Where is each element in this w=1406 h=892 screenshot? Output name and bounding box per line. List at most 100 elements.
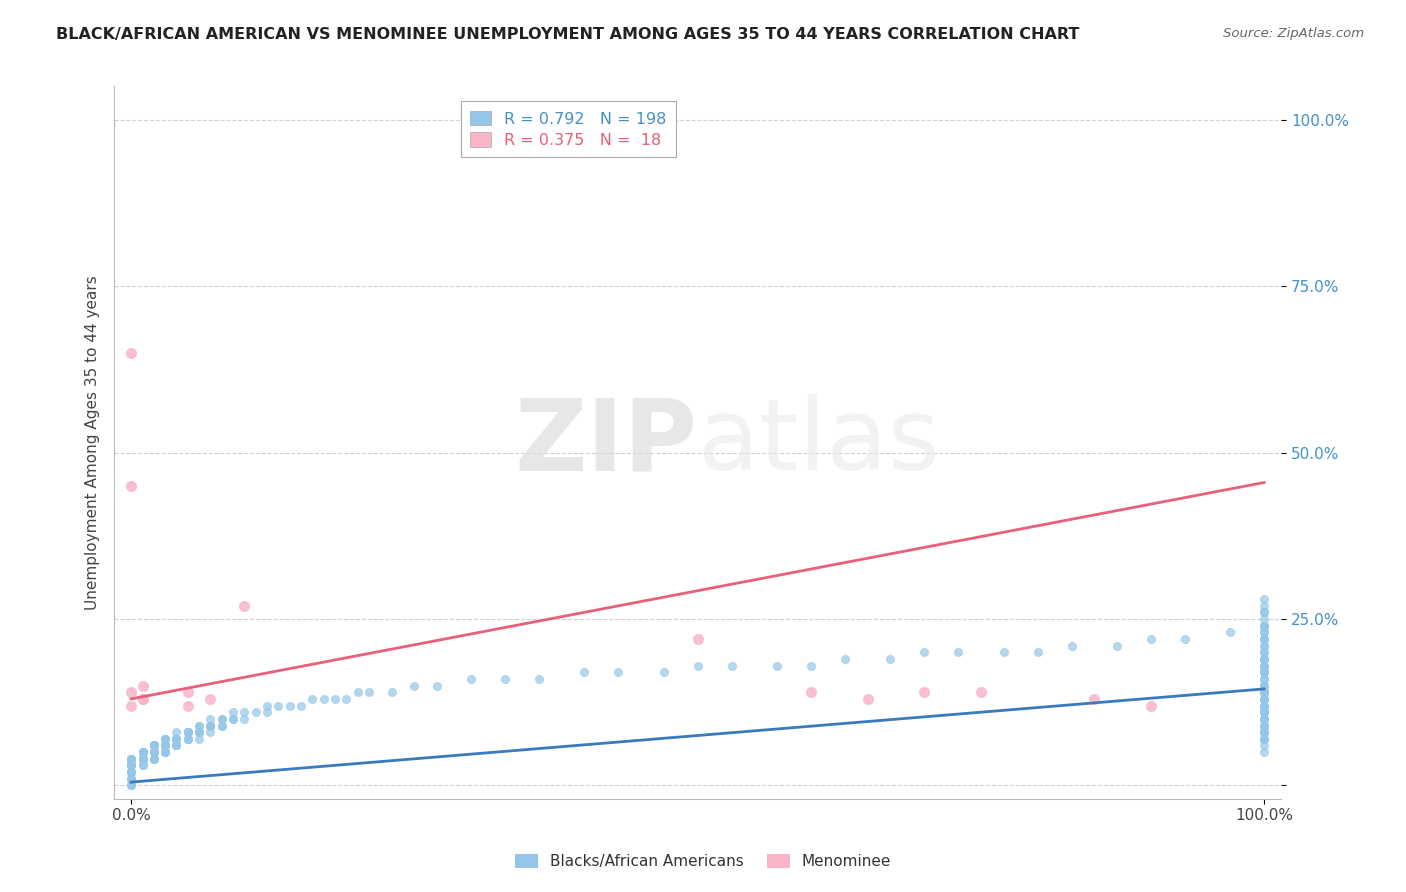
Point: [1253, 705, 1275, 719]
Point: [120, 779, 142, 793]
Point: [120, 765, 142, 780]
Point: [120, 765, 142, 780]
Point: [404, 679, 426, 693]
Point: [1253, 599, 1275, 613]
Point: [131, 745, 153, 759]
Point: [1253, 625, 1275, 640]
Point: [1253, 639, 1275, 653]
Point: [1253, 658, 1275, 673]
Text: Source: ZipAtlas.com: Source: ZipAtlas.com: [1223, 27, 1364, 40]
Point: [426, 679, 449, 693]
Point: [1253, 618, 1275, 632]
Point: [1253, 605, 1275, 619]
Point: [166, 725, 188, 739]
Point: [652, 665, 675, 680]
Point: [1253, 725, 1275, 739]
Point: [1253, 625, 1275, 640]
Point: [1253, 692, 1275, 706]
Point: [177, 731, 200, 746]
Point: [993, 645, 1015, 659]
Point: [1253, 645, 1275, 659]
Point: [800, 685, 823, 699]
Point: [1060, 639, 1083, 653]
Point: [120, 758, 142, 772]
Point: [1026, 645, 1049, 659]
Point: [1253, 679, 1275, 693]
Point: [1253, 665, 1275, 680]
Point: [948, 645, 970, 659]
Point: [142, 739, 165, 753]
Point: [494, 672, 516, 686]
Text: atlas: atlas: [697, 394, 939, 491]
Point: [1253, 725, 1275, 739]
Point: [120, 758, 142, 772]
Point: [1253, 725, 1275, 739]
Text: ZIP: ZIP: [515, 394, 697, 491]
Point: [200, 712, 222, 726]
Point: [222, 705, 245, 719]
Point: [142, 745, 165, 759]
Point: [912, 685, 935, 699]
Point: [131, 745, 153, 759]
Point: [1253, 712, 1275, 726]
Point: [1253, 658, 1275, 673]
Point: [120, 772, 142, 786]
Point: [800, 658, 823, 673]
Point: [211, 718, 233, 732]
Point: [766, 658, 789, 673]
Point: [1253, 731, 1275, 746]
Point: [131, 692, 153, 706]
Point: [166, 731, 188, 746]
Point: [131, 752, 153, 766]
Point: [1253, 692, 1275, 706]
Point: [153, 731, 176, 746]
Point: [153, 745, 176, 759]
Point: [200, 718, 222, 732]
Point: [1253, 705, 1275, 719]
Point: [1140, 698, 1163, 713]
Point: [188, 718, 211, 732]
Point: [1140, 632, 1163, 646]
Point: [720, 658, 742, 673]
Point: [381, 685, 404, 699]
Point: [131, 752, 153, 766]
Point: [142, 752, 165, 766]
Point: [200, 718, 222, 732]
Point: [120, 685, 142, 699]
Point: [177, 725, 200, 739]
Point: [1253, 712, 1275, 726]
Point: [120, 772, 142, 786]
Point: [970, 685, 993, 699]
Point: [1253, 605, 1275, 619]
Point: [1253, 698, 1275, 713]
Point: [131, 752, 153, 766]
Point: [120, 779, 142, 793]
Point: [460, 672, 482, 686]
Point: [335, 692, 357, 706]
Point: [1253, 592, 1275, 607]
Point: [211, 712, 233, 726]
Point: [166, 731, 188, 746]
Point: [131, 752, 153, 766]
Point: [1253, 672, 1275, 686]
Point: [1253, 685, 1275, 699]
Point: [245, 705, 267, 719]
Point: [1253, 652, 1275, 666]
Point: [166, 739, 188, 753]
Point: [1253, 685, 1275, 699]
Point: [323, 692, 346, 706]
Point: [188, 725, 211, 739]
Point: [359, 685, 381, 699]
Point: [233, 705, 256, 719]
Point: [120, 345, 142, 359]
Point: [120, 765, 142, 780]
Point: [1253, 679, 1275, 693]
Point: [120, 752, 142, 766]
Point: [131, 752, 153, 766]
Point: [142, 745, 165, 759]
Point: [312, 692, 335, 706]
Point: [177, 725, 200, 739]
Point: [200, 718, 222, 732]
Point: [188, 731, 211, 746]
Point: [574, 665, 596, 680]
